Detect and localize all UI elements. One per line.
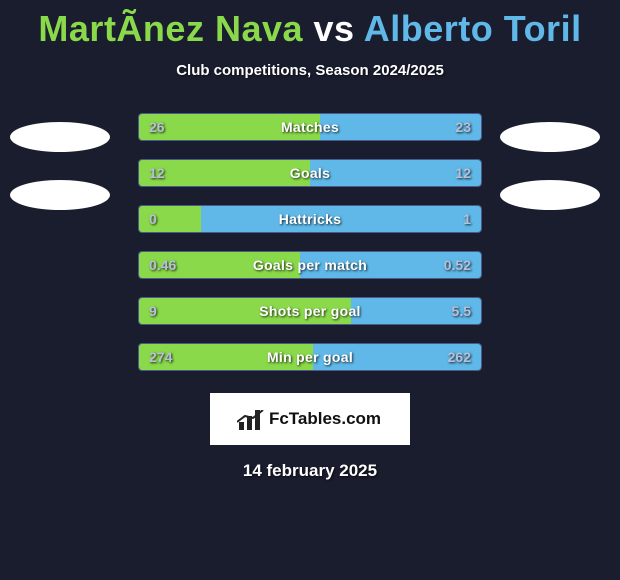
stat-row: 274262Min per goal xyxy=(138,343,482,371)
avatar-placeholder xyxy=(10,180,110,210)
player2-avatars xyxy=(500,122,600,210)
logo-box: FcTables.com xyxy=(210,393,410,445)
stat-row: 01Hattricks xyxy=(138,205,482,233)
stat-label: Hattricks xyxy=(139,206,481,232)
comparison-title: MartÃnez Nava vs Alberto Toril xyxy=(0,0,620,50)
avatar-placeholder xyxy=(500,180,600,210)
player2-name: Alberto Toril xyxy=(364,8,582,49)
stat-label: Matches xyxy=(139,114,481,140)
subtitle: Club competitions, Season 2024/2025 xyxy=(0,62,620,79)
player1-avatars xyxy=(10,122,110,210)
logo-chart-icon xyxy=(239,408,263,430)
stat-row: 95.5Shots per goal xyxy=(138,297,482,325)
player1-name: MartÃnez Nava xyxy=(38,8,303,49)
avatar-placeholder xyxy=(10,122,110,152)
stat-label: Goals xyxy=(139,160,481,186)
logo-text: FcTables.com xyxy=(269,409,381,429)
stat-row: 1212Goals xyxy=(138,159,482,187)
stat-label: Min per goal xyxy=(139,344,481,370)
stat-label: Shots per goal xyxy=(139,298,481,324)
stat-row: 0.460.52Goals per match xyxy=(138,251,482,279)
avatar-placeholder xyxy=(500,122,600,152)
date-text: 14 february 2025 xyxy=(0,461,620,481)
stats-container: 2623Matches 1212Goals 01Hattricks 0.460.52G… xyxy=(138,113,482,371)
stat-label: Goals per match xyxy=(139,252,481,278)
vs-text: vs xyxy=(314,8,355,49)
stat-row: 2623Matches xyxy=(138,113,482,141)
